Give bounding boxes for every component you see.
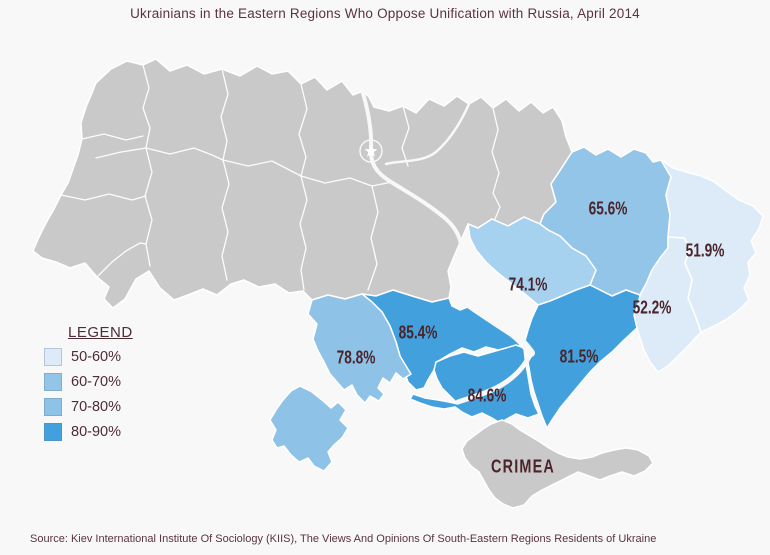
legend-title: LEGEND <box>68 324 133 341</box>
legend-color-swatch <box>44 348 62 366</box>
region-crimea <box>461 419 654 509</box>
source-attribution: Source: Kiev International Institute Of … <box>30 533 657 545</box>
kyiv-star-icon <box>364 144 378 157</box>
map-title: Ukrainians in the Eastern Regions Who Op… <box>130 6 640 21</box>
region-odesa <box>269 385 349 472</box>
legend-color-swatch <box>44 423 62 441</box>
legend-items: 50-60% 60-70% 70-80% 80-90% <box>44 348 133 441</box>
legend-color-swatch <box>44 373 62 391</box>
legend-item: 80-90% <box>44 423 133 441</box>
legend-range-label: 60-70% <box>71 374 121 390</box>
legend-item: 50-60% <box>44 348 133 366</box>
legend-item: 70-80% <box>44 398 133 416</box>
oblast-borders <box>60 64 501 291</box>
region-mykolaiv <box>307 293 412 404</box>
legend-range-label: 80-90% <box>71 424 121 440</box>
region-kherson <box>409 344 540 424</box>
legend: LEGEND 50-60% 60-70% 70-80% 80-90% <box>44 324 133 448</box>
legend-item: 60-70% <box>44 373 133 391</box>
desna-river <box>384 102 471 166</box>
region-donetsk <box>633 236 702 373</box>
region-zaporizhzhia-dnipro-east <box>523 284 641 429</box>
legend-range-label: 70-80% <box>71 399 121 415</box>
legend-color-swatch <box>44 398 62 416</box>
legend-range-label: 50-60% <box>71 349 121 365</box>
